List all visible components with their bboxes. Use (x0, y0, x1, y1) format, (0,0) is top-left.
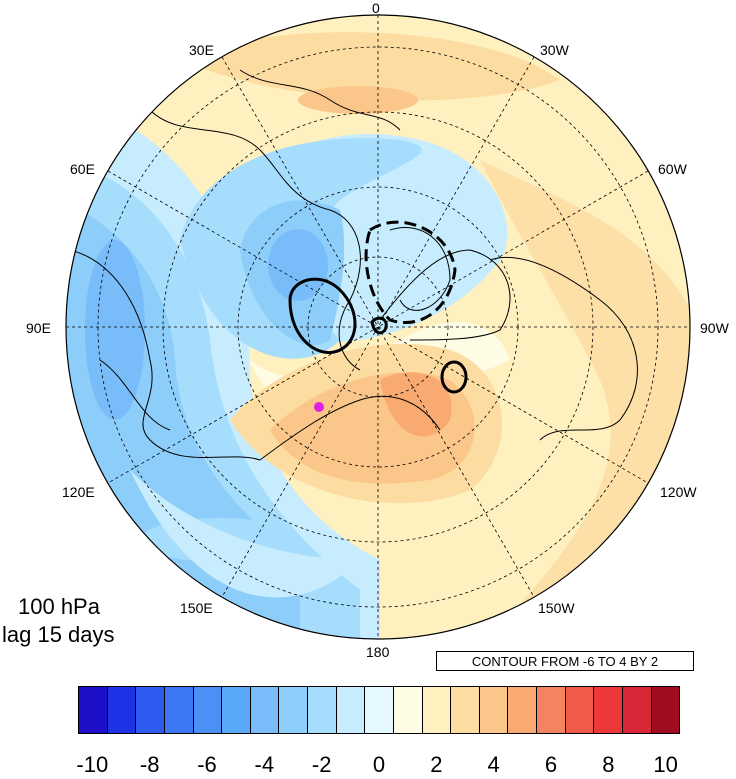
colorbar-swatch-18 (594, 687, 623, 733)
colorbar-label: 2 (430, 752, 443, 777)
colorbar-label: -4 (254, 752, 275, 777)
colorbar-swatch-12 (422, 687, 452, 733)
colorbar-swatch-3 (164, 687, 194, 733)
colorbar-swatch-6 (250, 687, 280, 733)
contours (288, 220, 468, 394)
colorbar-swatch-1 (107, 687, 137, 733)
title-lag: lag 15 days (2, 622, 115, 647)
lon-label-60w: 60W (658, 161, 687, 177)
lon-label-90w: 90W (700, 320, 729, 336)
colorbar-label: -8 (139, 752, 160, 777)
lon-label-150e: 150E (180, 600, 213, 616)
coastlines (69, 69, 638, 461)
graticule (66, 15, 690, 639)
lon-label-90e: 90E (26, 320, 51, 336)
colorbar-swatch-20 (651, 687, 680, 733)
colorbar-label: 0 (372, 752, 386, 777)
lon-label-60e: 60E (70, 161, 95, 177)
colorbar-swatch-2 (136, 687, 165, 733)
lon-label-150w: 150W (538, 600, 575, 616)
lon-label-120w: 120W (660, 484, 697, 500)
location-marker (314, 402, 324, 412)
lon-label-180: 180 (366, 644, 390, 660)
colorbar-swatch-5 (222, 687, 251, 733)
contour-note: CONTOUR FROM -6 TO 4 BY 2 (436, 651, 694, 671)
colorbar (78, 686, 680, 734)
colorbar-swatch-0 (79, 687, 108, 733)
colorbar-swatch-14 (479, 687, 509, 733)
colorbar-label: 8 (602, 752, 615, 777)
lon-label-30w: 30W (540, 42, 569, 58)
colorbar-label: 4 (487, 752, 500, 777)
map-boundary (65, 14, 691, 640)
colorbar-swatch-17 (565, 687, 595, 733)
colorbar-swatch-9 (336, 687, 366, 733)
colorbar-label: 6 (544, 752, 558, 777)
colorbar-label: -10 (76, 752, 109, 777)
colorbar-swatch-4 (193, 687, 223, 733)
colorbar-label: -6 (197, 752, 217, 777)
lon-label-30e: 30E (189, 42, 214, 58)
colorbar-label: -2 (311, 752, 332, 777)
title-level: 100 hPa (18, 594, 100, 619)
lon-label-120e: 120E (62, 484, 95, 500)
colorbar-swatch-16 (537, 687, 566, 733)
colorbar-swatch-10 (365, 687, 394, 733)
colorbar-label: 10 (653, 752, 678, 777)
colorbar-swatch-7 (279, 687, 308, 733)
colorbar-swatch-11 (393, 687, 423, 733)
colorbar-swatch-15 (508, 687, 537, 733)
colorbar-swatch-8 (308, 687, 337, 733)
colorbar-swatch-13 (451, 687, 480, 733)
lon-label-0: 0 (372, 0, 380, 16)
colorbar-swatch-19 (622, 687, 652, 733)
